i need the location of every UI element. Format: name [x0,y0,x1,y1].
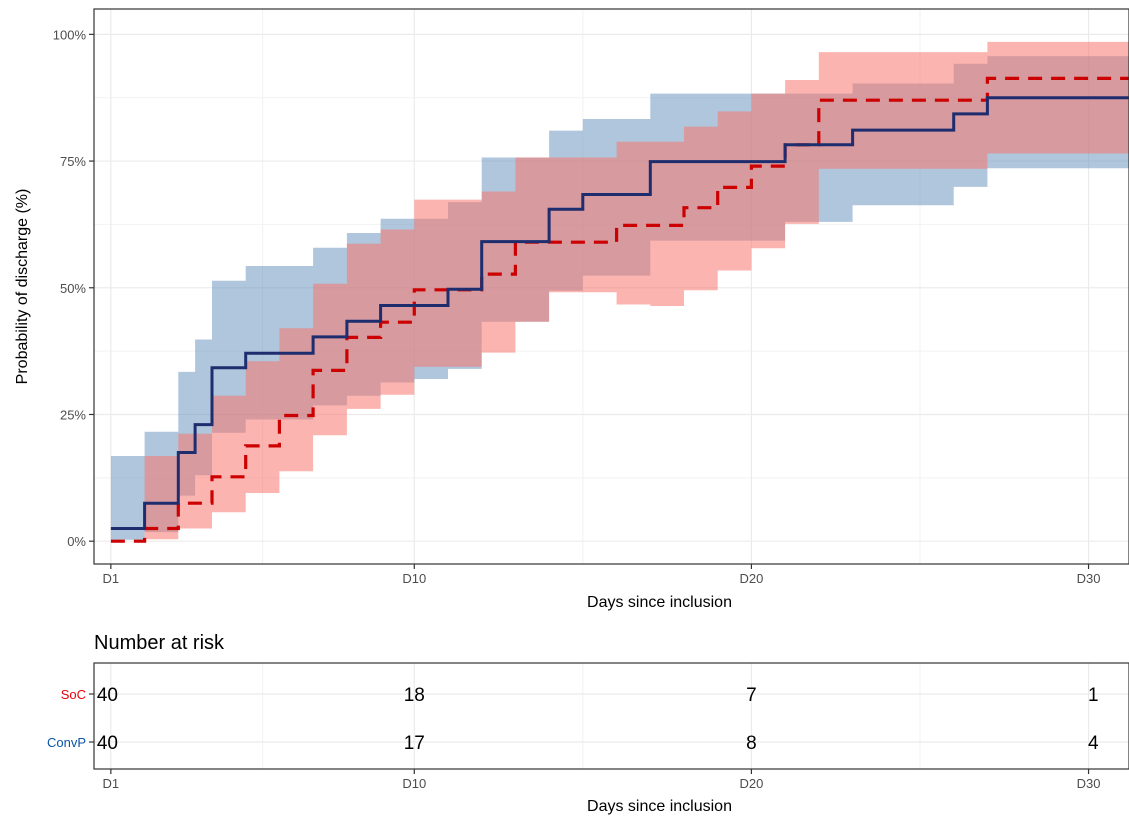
y-axis-title: Probability of discharge (%) [14,189,31,385]
soc-confidence-band [110,41,1129,542]
risk-count-convp: 8 [746,733,757,754]
risk-table-title: Number at risk [94,632,225,654]
risk-count-convp: 40 [97,733,118,754]
y-tick-label: 25% [60,407,86,422]
risk-count-convp: 4 [1088,733,1099,754]
y-tick-label: 75% [60,154,86,169]
risk-row-label-convp: ConvP [47,735,86,750]
convp-survival-line [110,96,1129,530]
risk-x-tick-label: D1 [103,776,120,791]
risk-count-soc: 7 [746,685,757,706]
x-tick-label: D30 [1077,571,1101,586]
y-tick-label: 100% [53,27,87,42]
plot-series-group [110,41,1129,543]
risk-x-axis-title: Days since inclusion [587,798,732,815]
risk-count-soc: 1 [1088,685,1099,706]
risk-table-panel [94,663,1129,769]
plot-panel-border [93,8,1129,565]
risk-count-convp: 17 [404,733,425,754]
x-tick-label: D10 [402,571,426,586]
y-tick-label: 0% [67,534,86,549]
risk-x-tick-label: D10 [402,776,426,791]
y-tick-label: 50% [60,281,86,296]
risk-count-soc: 40 [97,685,118,706]
convp-confidence-band [110,56,1129,540]
x-tick-label: D1 [103,571,120,586]
risk-row-label-soc: SoC [61,687,86,702]
x-axis-title: Days since inclusion [587,594,732,611]
risk-x-tick-label: D30 [1077,776,1101,791]
risk-table-border [93,662,1129,770]
risk-x-tick-label: D20 [739,776,763,791]
risk-count-soc: 18 [404,685,425,706]
x-tick-label: D20 [739,571,763,586]
